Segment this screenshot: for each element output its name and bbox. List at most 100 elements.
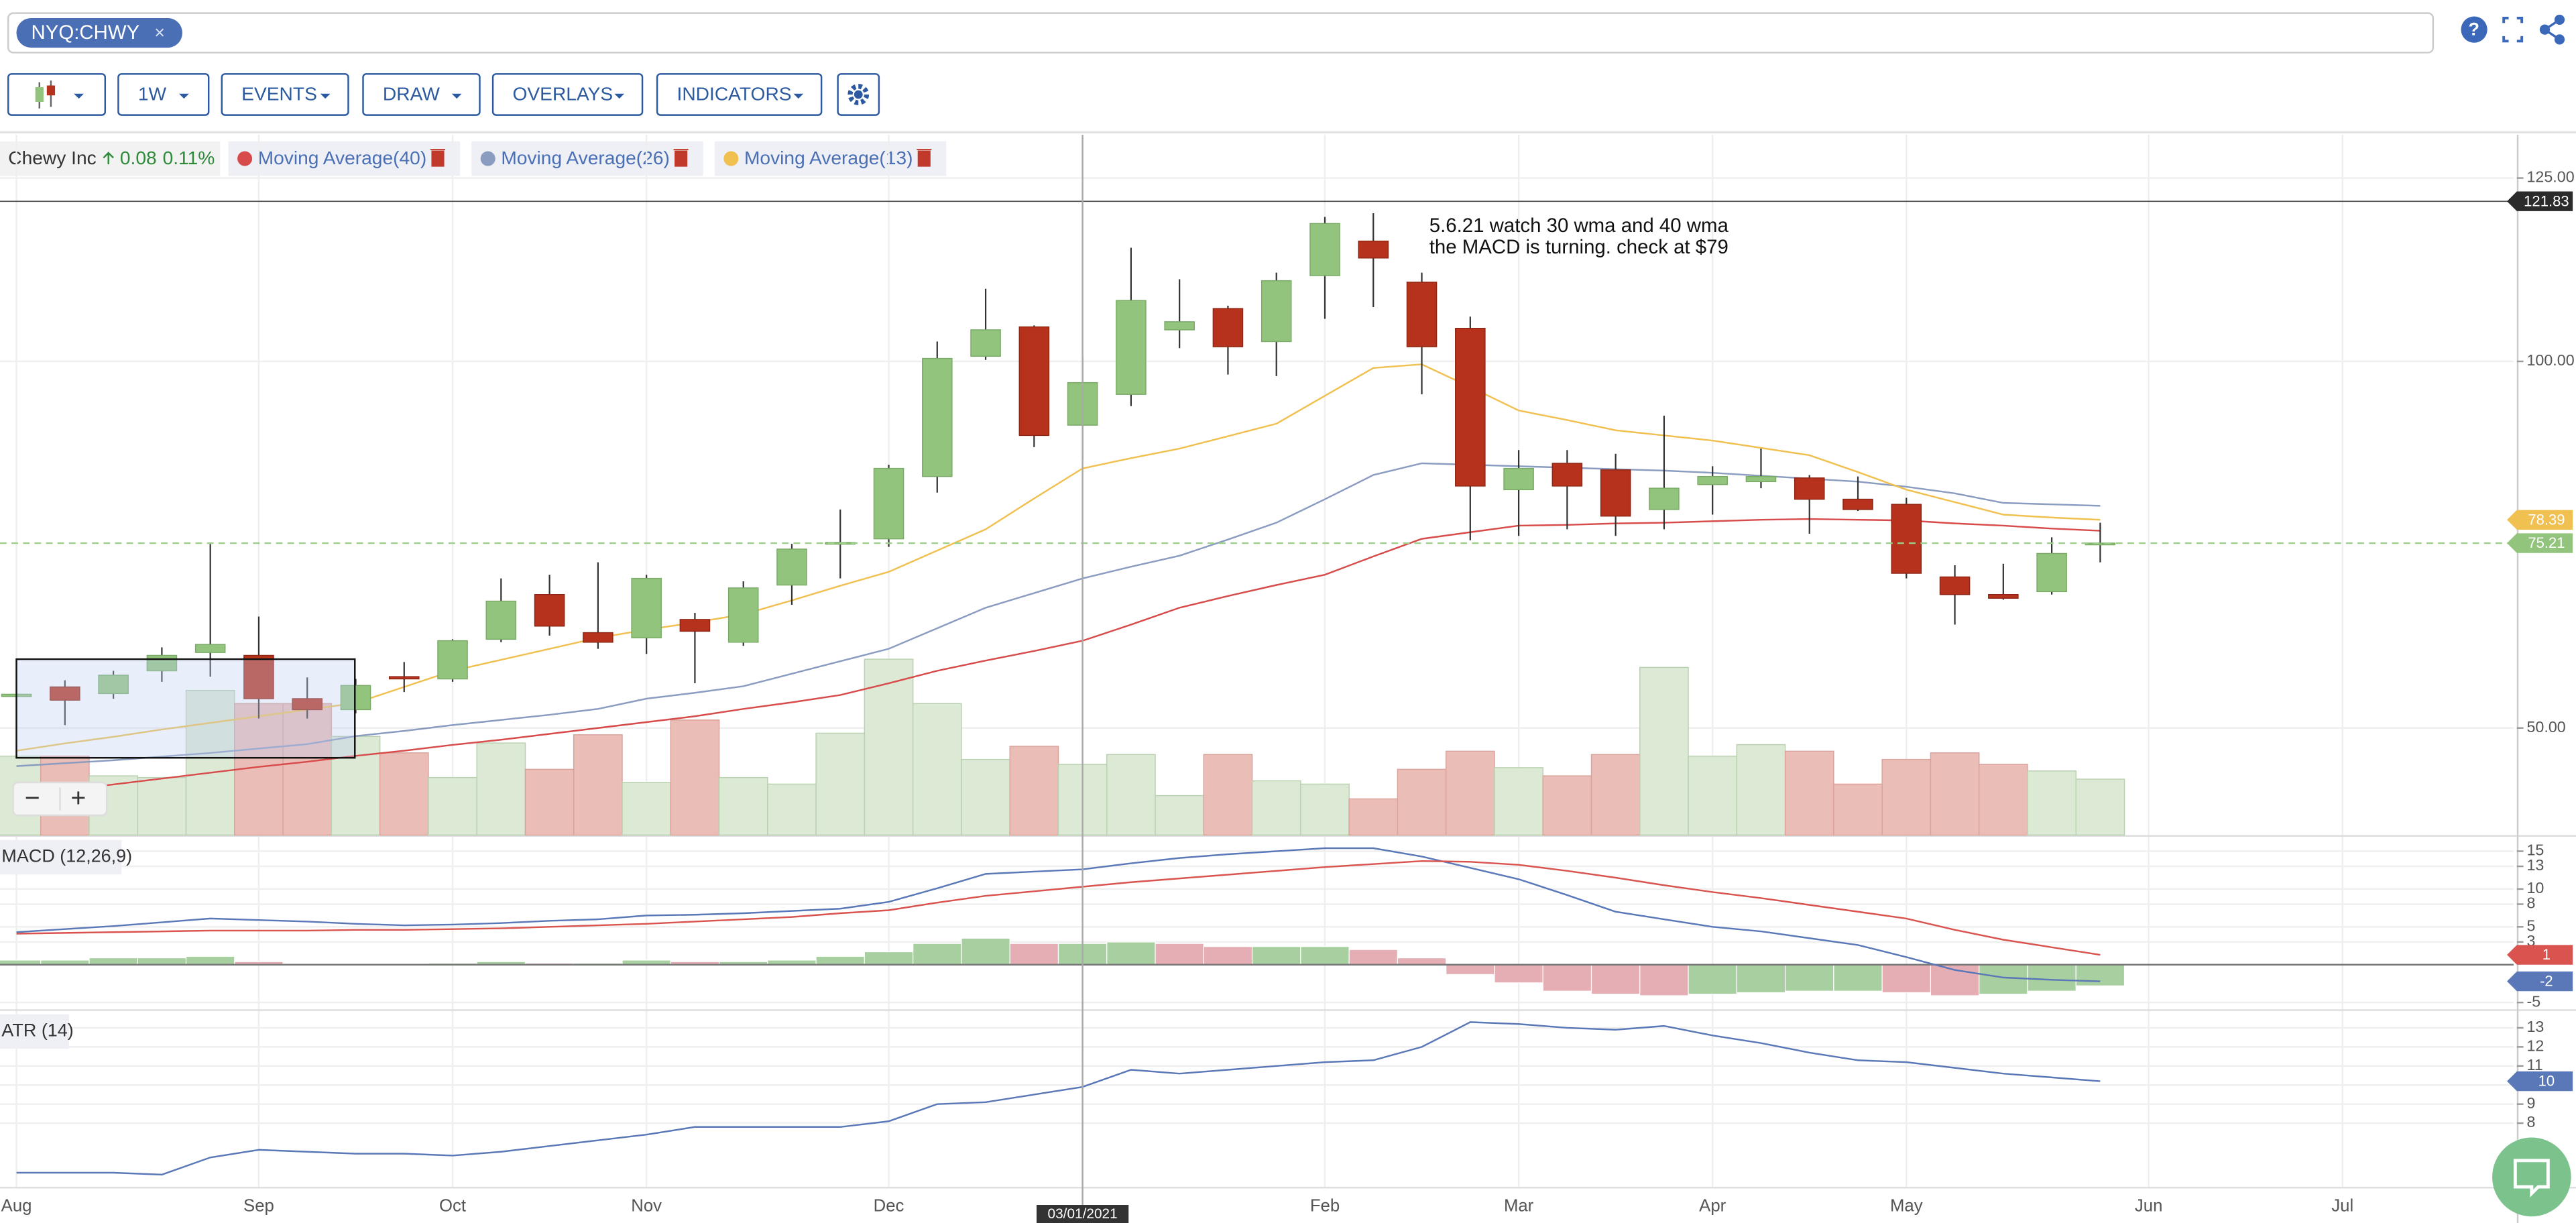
quote-chip [0, 141, 221, 176]
candle-body [679, 619, 711, 632]
candle-body [1552, 463, 1583, 487]
symbol-pill[interactable] [16, 17, 182, 48]
volume-bar [2075, 778, 2125, 836]
events-button[interactable] [221, 73, 349, 116]
y-tick-label: 12 [2526, 1037, 2544, 1055]
candle-body [1600, 469, 1631, 517]
indicators-button[interactable] [656, 73, 823, 116]
candle-body [292, 698, 323, 711]
volume-bar [428, 776, 477, 836]
delete-icon[interactable] [673, 149, 689, 167]
value-tag [2507, 971, 2573, 992]
caret [614, 93, 625, 99]
zoom-in[interactable]: + [70, 784, 86, 813]
value-tag-label: 1 [2542, 946, 2551, 963]
candle-body [1842, 498, 1873, 510]
histogram-bar [1833, 964, 1883, 992]
volume-bar [1009, 746, 1059, 836]
x-tick-label: Nov [631, 1196, 662, 1215]
company-name: Chewy Inc [8, 147, 96, 168]
candle-body [98, 675, 129, 695]
button-label: INDICATORS [677, 83, 792, 105]
volume-bar [1688, 756, 1738, 836]
y-tick-label: 9 [2526, 1094, 2535, 1112]
candle-body [437, 640, 468, 680]
volume-bar [1203, 754, 1253, 836]
fullscreen-icon[interactable] [2502, 17, 2524, 43]
volume-bar [379, 752, 429, 836]
overlay-chip[interactable] [228, 141, 461, 176]
x-tick-label: Mar [1504, 1196, 1534, 1215]
delete-icon[interactable] [917, 149, 932, 167]
y-tick-label: 5 [2526, 917, 2535, 934]
overlays-button[interactable] [491, 73, 644, 116]
symbol-bar[interactable] [7, 12, 2435, 54]
candle-body [534, 593, 565, 627]
x-tick-label: Apr [1699, 1196, 1726, 1215]
x-tick-label: May [1890, 1196, 1923, 1215]
volume-bar [1978, 764, 2028, 836]
legend-label: Moving Average(40) [258, 147, 427, 168]
y-tick-label: 10 [2526, 879, 2544, 896]
histogram-bar [1106, 941, 1156, 966]
overlay-chip[interactable] [471, 141, 703, 176]
y-tick-label: 11 [2526, 1056, 2542, 1073]
x-tick-label: Feb [1310, 1196, 1340, 1215]
zoom-out[interactable]: − [25, 784, 40, 813]
value-tag [2507, 191, 2573, 211]
volume-bar [1736, 744, 1786, 836]
x-tick-label: Aug [1, 1196, 32, 1215]
volume-bar [1106, 754, 1156, 836]
candle-body [1309, 223, 1340, 276]
candle-body [1164, 321, 1195, 331]
candle-body [1358, 240, 1389, 259]
help-glyph: ? [2469, 19, 2479, 39]
candle-body [1794, 477, 1825, 500]
volume-bar [864, 658, 914, 836]
remove-icon[interactable]: × [154, 22, 165, 42]
interval-button[interactable] [117, 73, 210, 116]
value-tag-label: 78.39 [2528, 511, 2565, 528]
histogram-bar [1397, 957, 1447, 966]
button-label: OVERLAYS [512, 83, 613, 105]
change-percent: 0.11% [163, 147, 215, 168]
legend-dot [723, 151, 739, 166]
chart-type-button[interactable] [7, 73, 107, 116]
share-icon[interactable] [2539, 14, 2565, 45]
volume-bar [1348, 798, 1399, 836]
candle-body [1697, 475, 1728, 485]
selection-box [15, 658, 356, 759]
legend-dot [237, 151, 253, 166]
y-tick-label: -5 [2526, 992, 2540, 1010]
volume-bar [1397, 768, 1447, 836]
overlay-chip[interactable] [714, 141, 947, 176]
volume-bar [476, 742, 526, 836]
volume-bar [2027, 770, 2076, 836]
histogram-bar [1251, 946, 1301, 966]
histogram-bar [815, 955, 865, 966]
candle-body [1406, 282, 1438, 347]
candle-body [1212, 308, 1244, 347]
macd-label: MACD (12,26,9) [1, 846, 132, 866]
histogram-bar [864, 951, 914, 966]
volume-bar [1494, 767, 1543, 836]
help-icon[interactable] [2461, 16, 2487, 43]
caret [74, 93, 84, 99]
volume-bar [1445, 750, 1495, 836]
atr-label: ATR (14) [1, 1021, 73, 1041]
value-tag [2507, 945, 2573, 965]
candle-icon [46, 85, 56, 96]
volume-bar [185, 689, 235, 836]
volume-bar [622, 782, 672, 836]
volume-bar [1542, 775, 1592, 836]
candle-body [1891, 504, 1922, 574]
caret [179, 93, 189, 99]
change: 0.08 [120, 147, 157, 168]
delete-icon[interactable] [430, 149, 446, 167]
candle-body [485, 600, 517, 640]
chat-button[interactable] [2492, 1137, 2571, 1217]
draw-button[interactable] [362, 73, 481, 116]
histogram-bar [137, 957, 187, 966]
histogram-bar [913, 943, 962, 966]
